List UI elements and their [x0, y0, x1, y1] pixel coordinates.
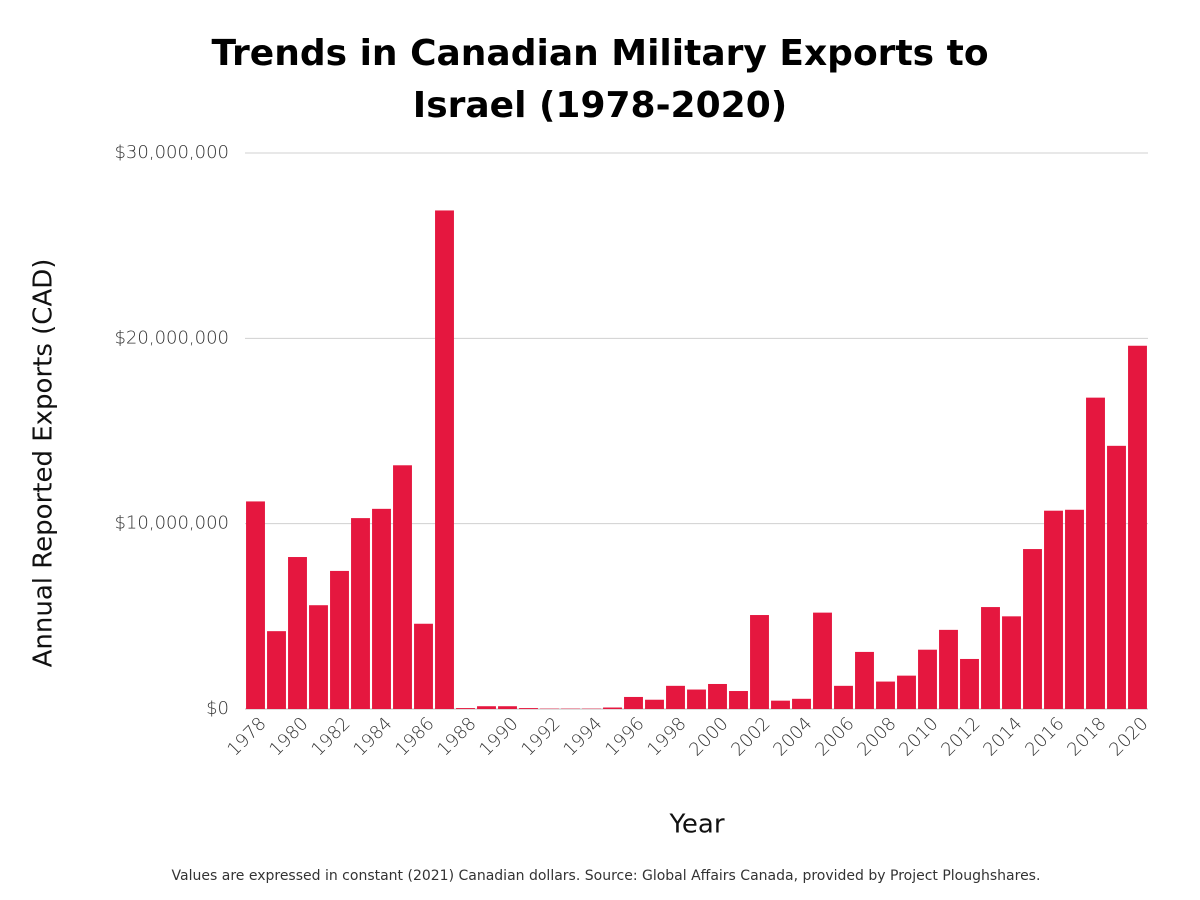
x-tick-label: 1992	[517, 713, 564, 760]
bar	[309, 605, 328, 709]
bar	[939, 629, 958, 709]
y-tick-label: $10,000,000	[114, 513, 229, 534]
bar	[435, 210, 454, 709]
bar	[876, 681, 895, 709]
bar	[687, 689, 706, 709]
bar	[414, 623, 433, 709]
bar	[1002, 616, 1021, 709]
footnote: Values are expressed in constant (2021) …	[172, 868, 1041, 884]
x-axis-title: Year	[668, 810, 724, 840]
x-tick-label: 2016	[1021, 713, 1068, 760]
bar	[1128, 345, 1147, 709]
bar	[666, 685, 685, 709]
y-axis-title: Annual Reported Exports (CAD)	[29, 259, 59, 668]
bar	[246, 501, 265, 709]
bar	[708, 683, 727, 709]
x-tick-label: 2014	[979, 713, 1026, 760]
bar	[729, 691, 748, 709]
bar	[330, 570, 349, 709]
x-tick-label: 1996	[601, 713, 648, 760]
x-tick-label: 1982	[307, 713, 354, 760]
bar	[771, 700, 790, 709]
x-tick-label: 2002	[727, 713, 774, 760]
x-tick-label: 2012	[937, 713, 984, 760]
y-tick-label: $30,000,000	[114, 142, 229, 163]
x-tick-label: 2020	[1105, 713, 1152, 760]
bar	[267, 631, 286, 709]
bar	[393, 465, 412, 709]
bar	[288, 557, 307, 709]
bar	[960, 658, 979, 709]
bar	[456, 708, 475, 709]
x-tick-label: 2004	[769, 713, 816, 760]
x-tick-label: 1990	[475, 713, 522, 760]
bar	[351, 518, 370, 709]
x-tick-label: 1980	[265, 713, 312, 760]
bar	[918, 649, 937, 709]
chart-title: Trends in Canadian Military Exports to I…	[211, 33, 989, 126]
x-tick-label: 2008	[853, 713, 900, 760]
bar	[834, 685, 853, 709]
x-tick-label: 1986	[391, 713, 438, 760]
y-tick-label: $20,000,000	[114, 327, 229, 348]
x-tick-label: 2010	[895, 713, 942, 760]
x-tick-label: 2006	[811, 713, 858, 760]
bar	[750, 615, 769, 709]
bar	[897, 675, 916, 709]
bar	[1044, 510, 1063, 709]
bar	[1065, 509, 1084, 709]
bar	[645, 699, 664, 709]
bar	[519, 708, 538, 709]
bar	[813, 612, 832, 709]
bar	[1086, 397, 1105, 709]
bar	[1107, 445, 1126, 709]
bar	[624, 696, 643, 709]
x-tick-label: 1988	[433, 713, 480, 760]
bar	[981, 607, 1000, 709]
bar	[603, 707, 622, 709]
x-tick-label: 2018	[1063, 713, 1110, 760]
x-tick-label: 1978	[223, 713, 270, 760]
bar	[855, 651, 874, 709]
bar	[792, 698, 811, 709]
bar	[477, 706, 496, 709]
y-tick-label: $0	[206, 698, 229, 719]
x-tick-label: 1984	[349, 713, 396, 760]
x-tick-label: 1998	[643, 713, 690, 760]
bar	[372, 508, 391, 709]
x-tick-label: 1994	[559, 713, 606, 760]
bar	[1023, 549, 1042, 709]
bar	[498, 706, 517, 709]
x-tick-label: 2000	[685, 713, 732, 760]
